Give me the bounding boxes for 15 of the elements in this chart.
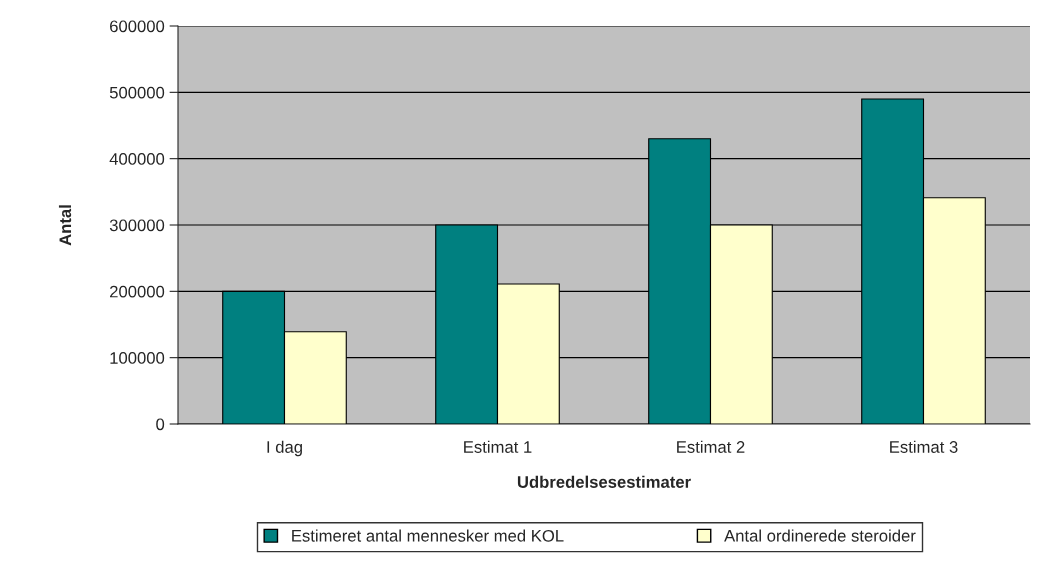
y-tick-label: 100000 — [110, 352, 165, 364]
x-tick-label: Estimat 3 — [890, 440, 958, 453]
legend-label: Antal ordinerede steroider — [724, 529, 916, 542]
legend-label: Estimeret antal mennesker med KOL — [292, 529, 564, 542]
y-axis-title: Antal — [58, 205, 72, 246]
y-tick-label: 500000 — [109, 86, 165, 99]
x-tick-label: I dag — [267, 440, 302, 457]
y-tick-label: 400000 — [109, 153, 165, 165]
x-tick-label: Estimat 1 — [464, 440, 532, 453]
y-tick-label: 200000 — [110, 285, 165, 298]
x-axis-title: Udbredelsesestimater — [517, 475, 691, 488]
x-tick-label: Estimat 2 — [677, 440, 745, 453]
y-tick-label: 300000 — [109, 219, 165, 232]
y-tick-label: 600000 — [110, 20, 165, 33]
y-tick-label: 0 — [156, 418, 165, 431]
